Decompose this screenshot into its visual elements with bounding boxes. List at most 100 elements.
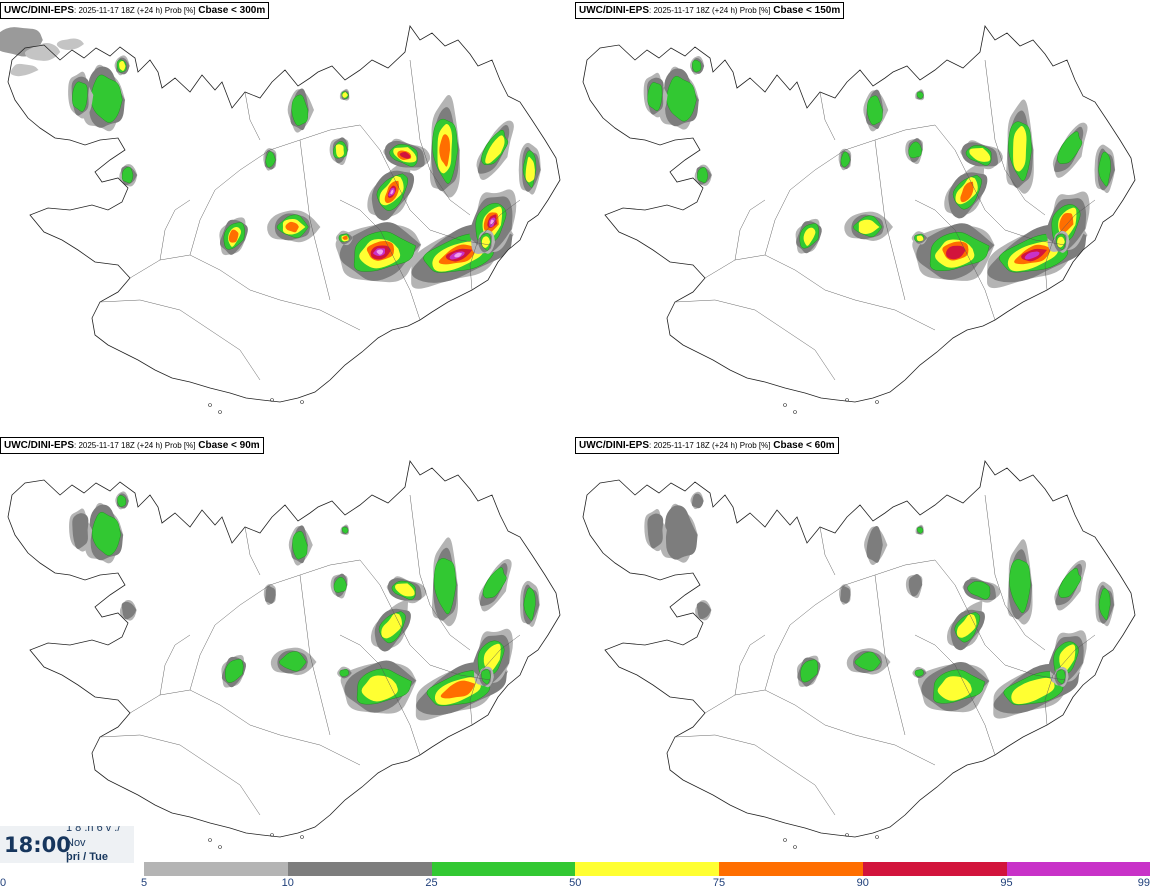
probability-contour xyxy=(483,643,501,673)
probability-cluster xyxy=(1006,99,1034,194)
valid-time-box: 1 8 .n 6 v ./ 18:00 Nov þri / Tue xyxy=(0,826,134,863)
colorbar-segment xyxy=(719,862,863,876)
island xyxy=(875,400,879,404)
valid-date-line: 1 8 .n 6 v ./ xyxy=(66,826,121,834)
probability-contour xyxy=(866,525,883,563)
probability-contour xyxy=(90,74,123,123)
probability-contour xyxy=(803,227,816,246)
probability-contour xyxy=(1098,151,1111,187)
boundary-line xyxy=(339,199,421,321)
map-panel-cbase-60m: UWC/DINI-EPS: 2025-11-17 18Z (+24 h) Pro… xyxy=(575,435,1150,870)
probability-cluster xyxy=(335,222,422,283)
probability-contour xyxy=(24,43,61,61)
island xyxy=(845,833,849,837)
probability-contour xyxy=(866,95,883,126)
probability-cluster xyxy=(84,502,124,564)
probability-cluster xyxy=(960,140,1003,170)
probability-cluster xyxy=(844,211,893,241)
probability-contour xyxy=(1098,588,1111,621)
colorbar-segment xyxy=(287,862,432,876)
probability-contour xyxy=(647,82,663,111)
probability-contour xyxy=(381,613,402,639)
probability-cluster xyxy=(1095,581,1115,627)
colorbar-tick-label: 75 xyxy=(712,877,726,889)
boundary-line xyxy=(934,559,1066,681)
probability-contour xyxy=(228,229,239,243)
probability-cluster xyxy=(660,503,698,563)
probability-cluster xyxy=(1094,144,1116,194)
probability-contour xyxy=(342,92,348,98)
probability-cluster xyxy=(838,584,851,605)
colorbar-segment xyxy=(144,862,288,876)
colorbar-tick-label: 25 xyxy=(425,877,438,889)
probability-contour xyxy=(854,651,881,672)
islands xyxy=(208,833,304,849)
boundary-line xyxy=(244,91,261,141)
probability-colorbar: 0 5 10 25 50 75 90 95 99 xyxy=(0,862,1150,891)
probability-cluster xyxy=(339,88,350,101)
probability-cluster xyxy=(947,600,985,651)
probability-cluster xyxy=(479,666,494,688)
probability-contour xyxy=(908,141,923,159)
probability-cluster xyxy=(1007,539,1033,625)
probability-cluster xyxy=(370,598,411,652)
colorbar-tick-label: 95 xyxy=(1000,877,1013,889)
probability-contour xyxy=(433,558,457,615)
probability-cluster xyxy=(476,120,514,180)
colorbar-segment xyxy=(1006,862,1150,876)
region-boundaries xyxy=(674,59,1096,381)
boundary-line xyxy=(129,689,361,766)
boundary-line xyxy=(874,139,906,301)
boundary-line xyxy=(704,689,936,766)
probability-contour xyxy=(361,675,398,702)
probability-contour xyxy=(121,166,134,184)
probability-contour xyxy=(1013,126,1027,172)
probability-cluster xyxy=(429,95,461,198)
probability-cluster xyxy=(695,600,712,621)
boundary-line xyxy=(409,59,471,216)
boundary-line xyxy=(764,124,936,256)
valid-month: Nov xyxy=(66,837,86,849)
probability-field xyxy=(643,56,1116,289)
map-panel-cbase-90m: UWC/DINI-EPS: 2025-11-17 18Z (+24 h) Pro… xyxy=(0,435,575,870)
panel-title: UWC/DINI-EPS: 2025-11-17 18Z (+24 h) Pro… xyxy=(0,437,264,454)
probability-contour xyxy=(523,587,536,621)
region-boundaries xyxy=(99,494,521,816)
probability-contour xyxy=(697,167,709,183)
boundary-line xyxy=(359,559,491,681)
boundary-line xyxy=(159,634,191,696)
boundary-line xyxy=(819,91,836,141)
island xyxy=(783,403,787,407)
valid-time-clock: 18:00 xyxy=(4,833,71,857)
island xyxy=(783,838,787,842)
region-boundaries xyxy=(99,59,521,381)
probability-cluster xyxy=(288,525,313,566)
boundary-line xyxy=(984,494,1046,651)
probability-cluster xyxy=(912,223,995,281)
probability-cluster xyxy=(383,138,431,171)
colorbar-segment xyxy=(862,862,1007,876)
probability-cluster xyxy=(287,88,314,133)
island xyxy=(793,845,797,849)
probability-contour xyxy=(225,659,244,683)
probability-contour xyxy=(342,235,348,240)
island xyxy=(845,398,849,402)
probability-cluster xyxy=(263,148,277,171)
panel-title: UWC/DINI-EPS: 2025-11-17 18Z (+24 h) Pro… xyxy=(575,437,839,454)
boundary-line xyxy=(339,634,421,756)
probability-contour xyxy=(439,134,450,167)
boundary-line xyxy=(99,734,261,816)
probability-contour xyxy=(454,252,463,258)
colorbar-segment xyxy=(431,862,576,876)
probability-cluster xyxy=(431,537,459,627)
panel-title: UWC/DINI-EPS: 2025-11-17 18Z (+24 h) Pro… xyxy=(575,2,845,19)
probability-contour xyxy=(916,235,924,242)
boundary-line xyxy=(1044,199,1096,291)
boundary-line xyxy=(409,494,471,651)
probability-contour xyxy=(117,495,127,508)
probability-cluster xyxy=(335,230,353,246)
probability-cluster xyxy=(119,599,137,621)
probability-contour xyxy=(916,91,924,99)
colorbar-tick-label: 50 xyxy=(569,877,582,889)
boundary-line xyxy=(734,634,766,696)
